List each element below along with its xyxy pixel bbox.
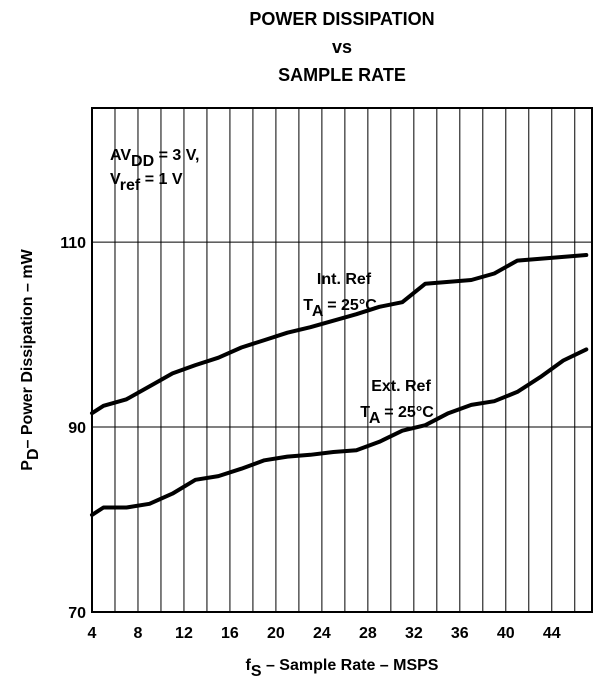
plot-frame [91, 107, 593, 613]
annotation-2: Int. Ref TA = 25°C [303, 271, 377, 320]
series-line-2 [90, 347, 589, 517]
x-tick-label: 12 [175, 625, 193, 642]
x-tick-label: 32 [405, 625, 423, 642]
annotation-line: Int. Ref [317, 271, 372, 288]
annotation-line: TA = 25°C [360, 404, 434, 427]
x-tick-label: 8 [134, 625, 143, 642]
y-axis-label: PD– Power Dissipation – mW [19, 248, 42, 470]
annotation-line: TA = 25°C [303, 297, 377, 320]
x-tick-label: 4 [88, 625, 97, 642]
annotation-line: AVDD = 3 V, [110, 147, 199, 170]
x-tick-label: 40 [497, 625, 515, 642]
axis-layer: 4 8 12 16 20 24 28 32 36 40 44 70 90 110 fS – Sample R… [19, 107, 593, 680]
chart-title-line-1: POWER DISSIPATION [249, 9, 435, 29]
y-tick-label: 70 [68, 605, 86, 622]
chart-title-line-2: vs [331, 37, 353, 57]
x-tick-label: 28 [359, 625, 377, 642]
annotation-line: Vref = 1 V [110, 171, 183, 194]
series-line-1 [90, 253, 589, 416]
x-tick-label: 20 [267, 625, 285, 642]
chart-title-line-3: SAMPLE RATE [278, 65, 406, 85]
y-tick-label: 110 [60, 235, 86, 252]
x-tick-label: 36 [451, 625, 469, 642]
series-layer [90, 253, 589, 517]
x-tick-label: 24 [313, 625, 331, 642]
annotation-1: AVDD = 3 V,Vref = 1 V [110, 147, 199, 194]
annotation-line: Ext. Ref [371, 378, 431, 395]
x-axis-label: fS – Sample Rate – MSPS [246, 657, 439, 680]
x-tick-label: 16 [221, 625, 239, 642]
x-tick-label: 44 [543, 625, 561, 642]
annotation-3: Ext. Ref TA = 25°C [360, 378, 434, 427]
y-tick-label: 90 [68, 420, 86, 437]
